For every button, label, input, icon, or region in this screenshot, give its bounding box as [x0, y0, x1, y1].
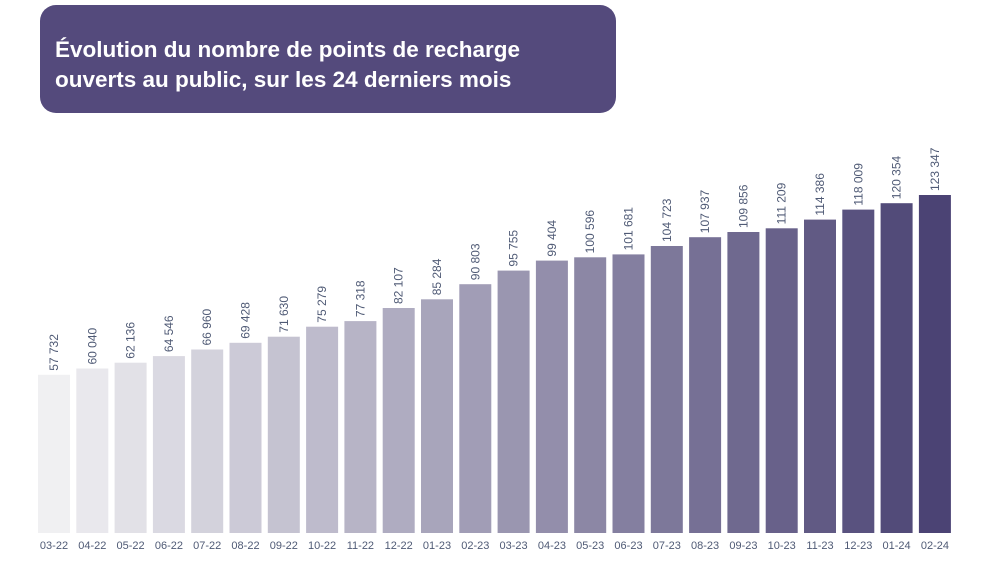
bar-08-23 — [689, 237, 722, 533]
value-label-03-23: 95 755 — [507, 230, 521, 267]
value-label-04-22: 60 040 — [85, 327, 99, 364]
value-label-02-24: 123 347 — [928, 147, 942, 191]
bar-02-24 — [918, 195, 951, 533]
value-label-07-22: 66 960 — [200, 308, 214, 345]
bar-02-23 — [459, 284, 492, 533]
tick-label-03-22: 03-22 — [40, 540, 68, 552]
tick-label-05-23: 05-23 — [576, 540, 604, 552]
value-label-12-22: 82 107 — [392, 267, 406, 304]
tick-labels-layer: 03-22 04-22 05-22 06-22 07-22 08-22 09-22 10-22… — [40, 540, 949, 552]
chart-title-line-2: ouverts au public, sur les 24 derniers m… — [55, 67, 512, 92]
tick-label-12-23: 12-23 — [844, 540, 872, 552]
bar-07-23 — [650, 246, 683, 533]
bar-05-23 — [574, 257, 607, 533]
bar-03-22 — [38, 374, 70, 533]
tick-label-09-23: 09-23 — [729, 540, 757, 552]
tick-label-02-23: 02-23 — [461, 540, 489, 552]
bar-12-23 — [842, 209, 875, 533]
bar-04-23 — [535, 260, 568, 533]
value-label-07-23: 104 723 — [660, 198, 674, 242]
tick-label-01-23: 01-23 — [423, 540, 451, 552]
tick-label-02-24: 02-24 — [921, 540, 949, 552]
tick-label-07-23: 07-23 — [653, 540, 681, 552]
tick-label-08-23: 08-23 — [691, 540, 719, 552]
chart-title-box: Évolution du nombre de points de recharg… — [40, 5, 616, 113]
value-label-01-23: 85 284 — [430, 258, 444, 295]
value-label-06-22: 64 546 — [162, 315, 176, 352]
tick-label-09-22: 09-22 — [270, 540, 298, 552]
bar-05-22 — [114, 362, 147, 533]
bar-11-22 — [344, 321, 377, 533]
value-label-04-23: 99 404 — [545, 220, 559, 257]
bar-01-23 — [421, 299, 453, 533]
value-label-09-23: 109 856 — [736, 184, 750, 228]
value-labels-layer: 57 732 60 040 62 136 64 546 66 960 69 428 71 6… — [47, 147, 942, 371]
chart-title-line-1: Évolution du nombre de points de recharg… — [55, 37, 521, 62]
bar-12-22 — [382, 308, 415, 533]
tick-label-11-23: 11-23 — [806, 540, 833, 552]
bar-07-22 — [191, 349, 224, 533]
bar-01-24 — [880, 203, 913, 533]
value-label-10-23: 111 209 — [775, 182, 789, 224]
bars-layer — [38, 195, 951, 534]
value-label-02-23: 90 803 — [468, 243, 482, 280]
value-label-12-23: 118 009 — [851, 163, 865, 206]
bar-09-23 — [727, 232, 760, 533]
value-label-05-23: 100 596 — [583, 210, 597, 254]
bar-06-22 — [152, 356, 185, 533]
tick-label-06-23: 06-23 — [614, 540, 642, 552]
tick-label-04-23: 04-23 — [538, 540, 566, 552]
tick-label-07-22: 07-22 — [193, 540, 221, 552]
value-label-11-22: 77 318 — [353, 280, 367, 317]
tick-label-11-22: 11-22 — [347, 540, 374, 552]
value-label-08-22: 69 428 — [239, 302, 253, 339]
value-label-09-22: 71 630 — [277, 296, 291, 333]
value-label-11-23: 114 386 — [813, 173, 827, 216]
bar-06-23 — [612, 254, 645, 533]
bar-03-23 — [497, 270, 530, 533]
value-label-01-24: 120 354 — [890, 155, 904, 199]
value-label-03-22: 57 732 — [47, 334, 61, 371]
tick-label-05-22: 05-22 — [117, 540, 145, 552]
tick-label-06-22: 06-22 — [155, 540, 183, 552]
value-label-05-22: 62 136 — [124, 322, 138, 359]
bar-10-23 — [765, 228, 798, 534]
bar-11-23 — [804, 219, 836, 533]
tick-label-12-22: 12-22 — [385, 540, 413, 552]
tick-label-10-22: 10-22 — [308, 540, 336, 552]
bar-08-22 — [229, 342, 262, 533]
tick-label-03-23: 03-23 — [500, 540, 528, 552]
value-label-06-23: 101 681 — [622, 207, 636, 251]
bar-10-22 — [306, 326, 339, 533]
tick-label-08-22: 08-22 — [231, 540, 259, 552]
value-label-08-23: 107 937 — [698, 189, 712, 233]
tick-label-01-24: 01-24 — [883, 540, 911, 552]
tick-label-10-23: 10-23 — [768, 540, 796, 552]
bar-09-22 — [267, 336, 300, 533]
bar-04-22 — [76, 368, 109, 533]
tick-label-04-22: 04-22 — [78, 540, 106, 552]
value-label-10-22: 75 279 — [315, 286, 329, 323]
